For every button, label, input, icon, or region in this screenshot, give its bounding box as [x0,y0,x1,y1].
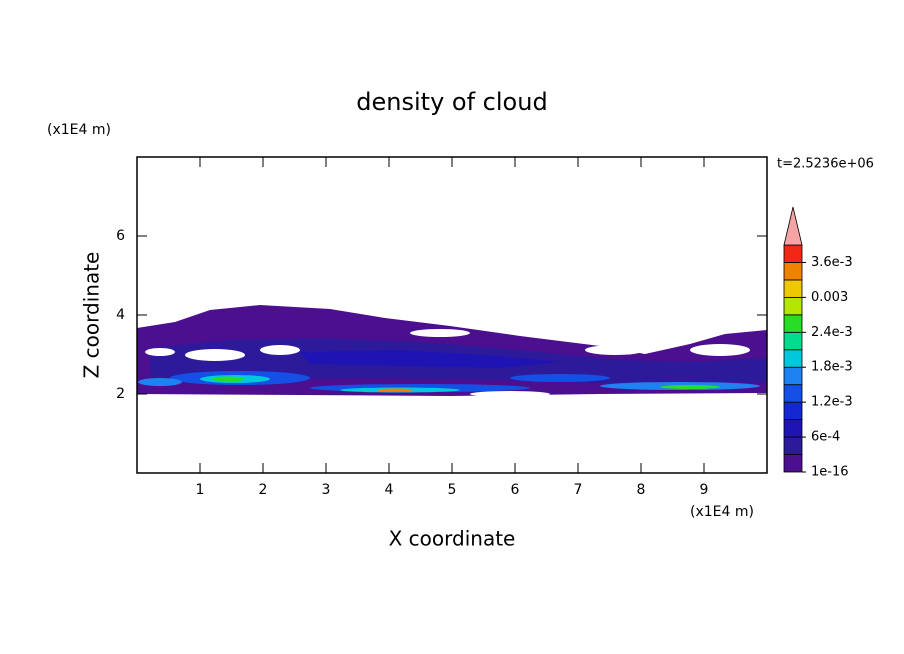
colorbar-box [783,436,803,455]
x-axis-label: X coordinate [389,527,516,551]
colorbar-box [783,296,803,316]
colorbar-extend [783,206,803,246]
contour-region [690,344,750,356]
colorbar-box [783,401,803,421]
x-tick-label: 7 [574,482,583,498]
contour-region [510,374,610,382]
x-tick-label: 3 [322,482,331,498]
contour-region [660,385,720,389]
colorbar-box [783,419,803,438]
x-tick-label: 4 [385,482,394,498]
colorbar-box [783,279,803,298]
contour-region [410,329,470,337]
colorbar-tick-label: 3.6e-3 [811,255,853,270]
contour-region [377,388,413,392]
colorbar-box [783,454,803,473]
colorbar-box [783,262,803,281]
x-tick-label: 2 [259,482,268,498]
colorbar-box [783,244,803,263]
chart-title: density of cloud [356,88,547,116]
contour-region [185,349,245,361]
colorbar-tick-label: 1.2e-3 [811,395,853,410]
colorbar-tick-label: 0.003 [811,290,848,305]
x-tick-label: 1 [196,482,205,498]
colorbar-tick-label: 1.8e-3 [811,360,853,375]
colorbar-box [783,331,803,351]
time-annotation: t=2.5236e+06 [777,157,874,172]
x-tick-label: 9 [700,482,709,498]
contour-region [212,376,244,382]
colorbar-box [783,366,803,386]
contour-region [300,350,560,368]
contour-field [137,305,767,397]
y-tick-label: 6 [116,228,125,244]
x-unit: (x1E4 m) [690,504,754,520]
colorbar-tick-label: 6e-4 [811,430,840,445]
colorbar-box [783,314,803,333]
y-unit: (x1E4 m) [47,122,111,138]
y-tick-label: 4 [116,307,125,323]
colorbar-box [783,384,803,403]
y-axis-label: Z coordinate [80,252,104,379]
y-tick-label: 2 [116,386,125,402]
contour-region [585,345,645,355]
contour-region [260,345,300,355]
colorbar-tick-label: 2.4e-3 [811,325,853,340]
x-tick-label: 6 [511,482,520,498]
contour-region [138,378,182,386]
contour-region [145,348,175,356]
x-tick-label: 8 [637,482,646,498]
colorbar-box [783,349,803,368]
x-tick-label: 5 [448,482,457,498]
colorbar-tick-label: 1e-16 [811,465,849,480]
contour-region [470,391,550,397]
